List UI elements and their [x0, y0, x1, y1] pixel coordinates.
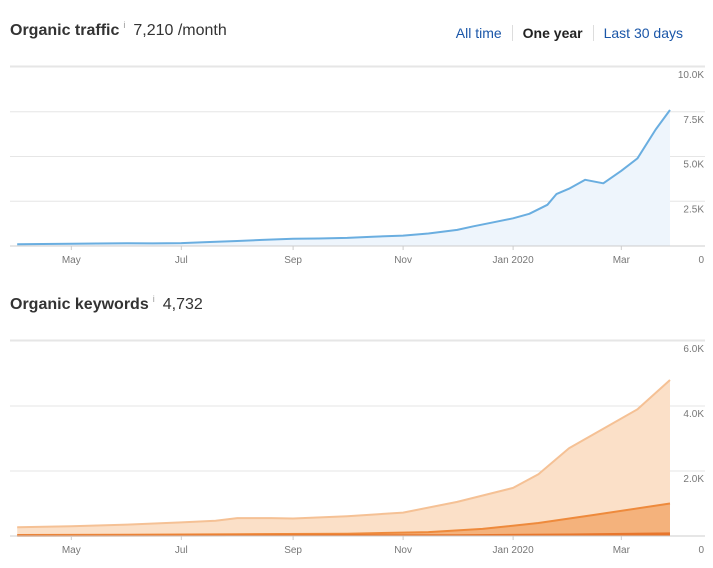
y-tick-label: 6.0K	[683, 344, 704, 355]
traffic-area	[17, 110, 670, 246]
y-tick-label: 10.0K	[678, 70, 704, 81]
organic-keywords-header: Organic keywords i 4,732	[10, 294, 203, 314]
x-tick-label: Nov	[394, 255, 412, 266]
keywords-total-line[interactable]	[17, 379, 671, 529]
keywords-total-area	[17, 380, 670, 536]
organic-keywords-value: 4,732	[162, 296, 203, 313]
organic-traffic-title: Organic traffic	[10, 22, 120, 39]
info-icon[interactable]: i	[123, 20, 126, 30]
organic-traffic-chart: 0 2.5K 5.0K 7.5K 10.0K May Jul Sep Nov Jan 2020 Ma…	[10, 65, 705, 266]
keywords-top10-area	[17, 503, 670, 536]
organic-keywords-title: Organic keywords	[10, 296, 149, 313]
tab-divider	[592, 25, 594, 41]
traffic-line[interactable]	[17, 109, 671, 246]
organic-traffic-value: 7,210 /month	[133, 22, 227, 39]
tab-divider	[511, 25, 513, 41]
tab-last-30-days[interactable]: Last 30 days	[603, 25, 683, 41]
y-tick-label: 2.5K	[683, 204, 704, 215]
y-tick-label: 7.5K	[683, 115, 704, 126]
info-icon[interactable]: i	[152, 294, 155, 304]
x-tick-label: Jul	[175, 545, 188, 556]
tab-one-year[interactable]: One year	[522, 25, 583, 41]
x-tick-label: Mar	[613, 255, 631, 266]
x-tick-label: Mar	[613, 545, 631, 556]
y-tick-label: 0	[698, 545, 704, 556]
x-tick-label: Jan 2020	[493, 545, 535, 556]
x-tick-label: Sep	[284, 545, 302, 556]
keywords-top10-line[interactable]	[17, 502, 671, 536]
x-tick-label: Sep	[284, 255, 302, 266]
y-tick-label: 5.0K	[683, 160, 704, 171]
x-tick-label: May	[62, 545, 81, 556]
organic-traffic-header: Organic traffic i 7,210 /month	[10, 20, 227, 40]
tab-all-time[interactable]: All time	[455, 25, 502, 41]
x-tick-label: Jan 2020	[493, 255, 535, 266]
x-tick-label: May	[62, 255, 81, 266]
x-tick-label: Nov	[394, 545, 412, 556]
x-tick-label: Jul	[175, 255, 188, 266]
y-tick-label: 4.0K	[683, 409, 704, 420]
y-tick-label: 0	[698, 255, 704, 266]
y-tick-label: 2.0K	[683, 474, 704, 485]
time-range-tabs: All time One year Last 30 days	[446, 25, 693, 41]
